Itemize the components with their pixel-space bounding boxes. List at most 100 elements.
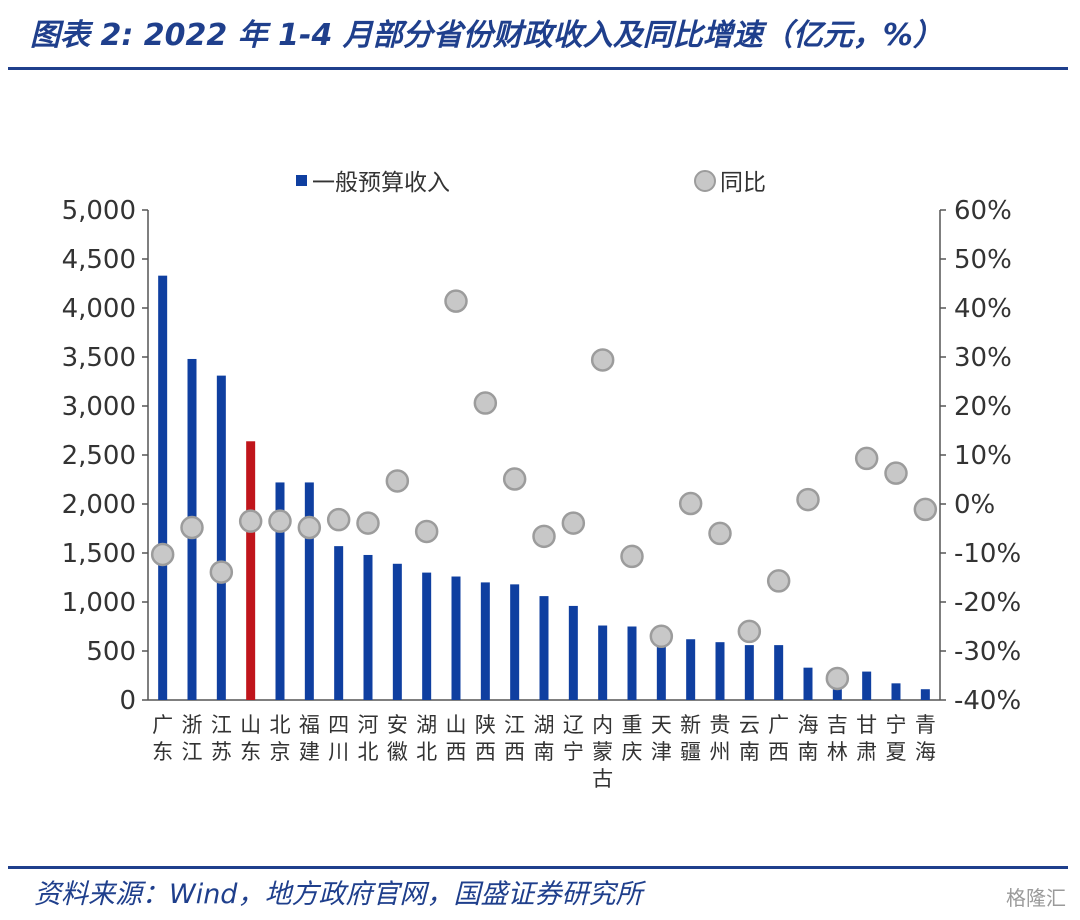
x-tick-label: 辽宁 [563, 713, 584, 764]
bar-series [158, 275, 930, 700]
right-tick-label: -20% [954, 588, 1021, 618]
revenue-bar [304, 482, 314, 700]
yoy-point [678, 491, 703, 516]
yoy-point [620, 544, 644, 569]
x-tick-label: 江苏 [211, 713, 232, 764]
x-tick-label: 江西 [504, 713, 525, 764]
x-tick-label: 湖南 [534, 713, 555, 764]
x-tick-label: 浙江 [182, 713, 203, 764]
x-axis-labels: 广东浙江江苏山东北京福建四川河北安徽湖北山西陕西江西湖南辽宁内蒙古重庆天津新疆贵… [152, 713, 936, 791]
revenue-bar [686, 639, 696, 700]
dot-series [150, 289, 938, 691]
right-tick-label: 0% [954, 490, 995, 520]
revenue-bar [715, 642, 725, 700]
x-tick-label: 四川 [328, 713, 349, 764]
left-tick-label: 1,000 [62, 588, 136, 618]
revenue-bar [803, 667, 813, 700]
revenue-bar [392, 563, 402, 700]
x-tick-label: 湖北 [416, 713, 437, 764]
x-tick-label: 陕西 [475, 713, 496, 764]
yoy-point [825, 666, 850, 691]
yoy-point [766, 569, 791, 593]
yoy-point [884, 461, 908, 485]
x-tick-label: 重庆 [622, 713, 643, 764]
right-tick-label: 20% [954, 392, 1012, 422]
revenue-bar [510, 584, 520, 700]
revenue-bar [275, 482, 285, 700]
watermark-logo: 格隆汇 [1006, 886, 1066, 910]
revenue-bar [920, 689, 930, 700]
yoy-point [796, 487, 820, 512]
yoy-point [268, 509, 292, 533]
x-tick-label: 吉林 [827, 713, 848, 764]
footer-divider [8, 866, 1068, 869]
left-tick-label: 3,000 [62, 392, 136, 422]
legend-dot-swatch [694, 170, 716, 192]
left-tick-label: 2,000 [62, 490, 136, 520]
revenue-bar [832, 686, 842, 700]
chart-legend: 一般预算收入 同比 [296, 170, 766, 196]
right-tick-label: 10% [954, 441, 1012, 471]
revenue-bar [598, 625, 608, 700]
yoy-point [708, 521, 732, 546]
revenue-bar [862, 671, 872, 700]
yoy-point [532, 524, 556, 549]
x-tick-label: 海南 [798, 713, 819, 764]
yoy-point [854, 446, 879, 471]
legend-bar-swatch [296, 175, 307, 186]
yoy-point [561, 511, 586, 535]
x-tick-label: 青海 [915, 713, 936, 764]
x-tick-label: 北京 [270, 713, 291, 764]
legend-dot-label: 同比 [720, 170, 766, 196]
revenue-bar [744, 645, 754, 700]
revenue-bar [451, 576, 461, 700]
chart-area: 一般预算收入 同比 0 500 1,000 1,500 2,000 2,500 3,000 3… [62, 170, 1022, 791]
revenue-bar [568, 605, 578, 700]
x-tick-label: 内蒙古 [592, 713, 613, 791]
yoy-point [180, 515, 204, 540]
x-tick-label: 河北 [358, 713, 379, 764]
x-tick-label: 山东 [240, 713, 261, 764]
revenue-bar [334, 546, 344, 700]
left-tick-label: 0 [119, 686, 136, 716]
revenue-bar [363, 554, 373, 700]
source-note: 资料来源：Wind，地方政府官网，国盛证券研究所 [34, 879, 643, 910]
yoy-point [209, 560, 234, 584]
x-tick-label: 天津 [651, 713, 672, 764]
x-tick-label: 广西 [768, 713, 789, 764]
right-tick-label: -10% [954, 539, 1021, 569]
right-tick-label: -30% [954, 637, 1021, 667]
yoy-point [414, 519, 439, 544]
revenue-bar [891, 683, 901, 700]
right-tick-label: -40% [954, 686, 1021, 716]
yoy-point [473, 391, 498, 415]
yoy-point [502, 467, 527, 491]
left-tick-label: 500 [86, 637, 136, 667]
yoy-point [238, 509, 263, 533]
x-tick-label: 山西 [446, 713, 467, 764]
legend-bar-label: 一般预算收入 [312, 170, 450, 196]
x-tick-label: 福建 [299, 713, 320, 764]
yoy-point [385, 469, 410, 493]
revenue-bar [422, 572, 432, 700]
left-tick-label: 4,000 [62, 294, 136, 324]
right-tick-label: 60% [954, 196, 1012, 226]
x-tick-label: 云南 [739, 713, 760, 764]
revenue-bar [216, 375, 226, 700]
left-tick-label: 4,500 [62, 245, 136, 275]
x-tick-label: 贵州 [710, 713, 731, 764]
yoy-point [737, 619, 762, 644]
chart-title: 图表 2: 2022 年 1-4 月部分省份财政收入及同比增速（亿元，%） [30, 18, 943, 53]
left-tick-label: 1,500 [62, 539, 136, 569]
revenue-bar [627, 626, 637, 700]
right-tick-label: 40% [954, 294, 1012, 324]
left-tick-label: 2,500 [62, 441, 136, 471]
chart-axes: 0 500 1,000 1,500 2,000 2,500 3,000 3,500 4,000 4… [62, 196, 1022, 716]
yoy-point [444, 289, 468, 313]
yoy-point [590, 348, 615, 372]
yoy-point [326, 507, 351, 532]
x-tick-label: 广东 [152, 713, 173, 764]
right-tick-label: 50% [954, 245, 1012, 275]
yoy-point [649, 624, 674, 649]
x-tick-label: 宁夏 [886, 713, 907, 764]
